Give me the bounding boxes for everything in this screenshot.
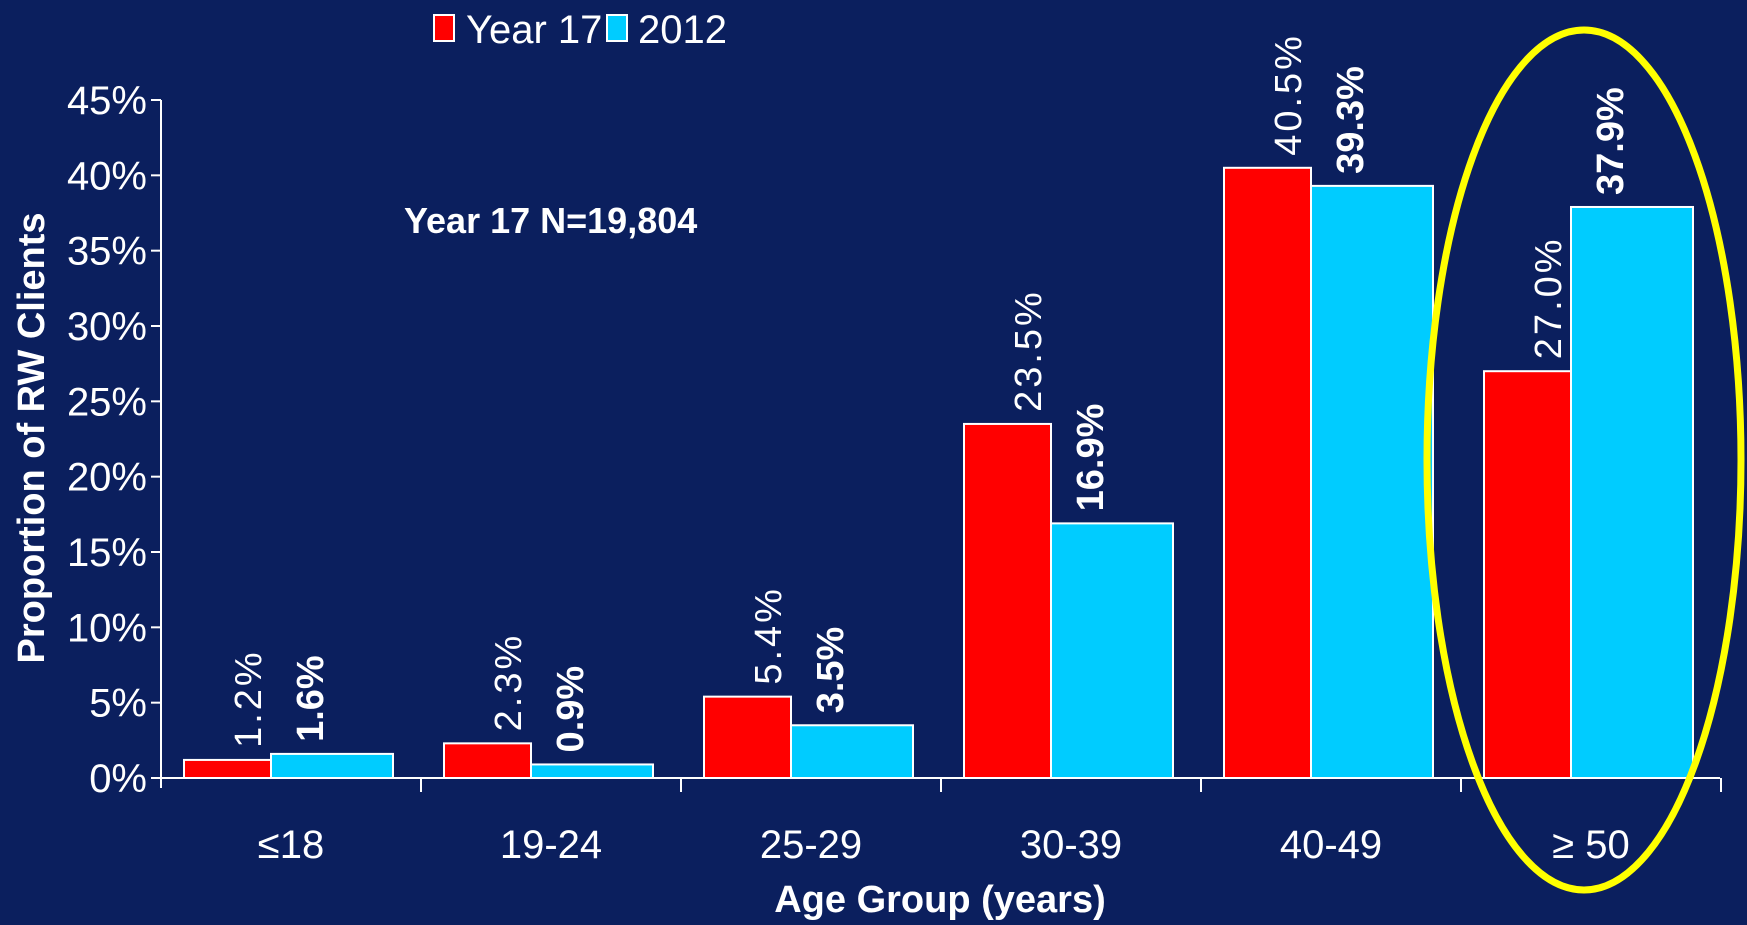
x-tick-label: 30-39 [1020, 823, 1122, 867]
data-label-series-0: 1.2% [228, 649, 270, 748]
y-tick-label: 30% [67, 305, 147, 349]
y-tick-label: 35% [67, 230, 147, 274]
y-axis-ticks: 0% 5% 10% 15% 20% 25% 30% 35% 40% 45% [67, 79, 161, 801]
bar-series-0 [443, 742, 532, 780]
sample-size-annotation: Year 17 N=19,804 [404, 200, 697, 241]
bar-series-1 [1310, 184, 1434, 779]
axes-group [160, 100, 1722, 792]
data-label-series-0: 27.0% [1528, 236, 1570, 359]
x-tick-label: ≥ 50 [1552, 823, 1630, 867]
y-tick-label: 0% [89, 757, 147, 801]
legend-swatch-year17 [433, 14, 455, 42]
x-axis-labels: ≤18 19-24 25-29 30-39 40-49 ≥ 50 [258, 823, 1630, 867]
y-axis-title: Proportion of RW Clients [11, 212, 53, 663]
bar-series-1 [790, 724, 914, 779]
data-label-series-1: 0.9% [550, 666, 592, 753]
y-tick-label: 45% [67, 79, 147, 123]
data-labels-group: 1.2% 2.3% 5.4% 23.5% 40.5% 27.0% 1.6% 0.9% 3.5% 1… [228, 33, 1632, 752]
data-label-series-0: 5.4% [748, 586, 790, 685]
legend-label-year17: Year 17 [466, 8, 602, 52]
y-tick-label: 25% [67, 380, 147, 424]
bars-group [183, 166, 1694, 780]
bar-series-0 [963, 422, 1052, 779]
data-label-series-0: 23.5% [1008, 289, 1050, 412]
bar-series-1 [270, 752, 394, 779]
y-tick-label: 5% [89, 682, 147, 726]
legend-swatch-2012 [606, 14, 628, 42]
data-label-series-0: 2.3% [488, 633, 530, 732]
x-tick-label: 25-29 [760, 823, 862, 867]
data-label-series-1: 16.9% [1070, 404, 1112, 512]
bar-series-0 [183, 758, 272, 779]
y-tick-label: 15% [67, 531, 147, 575]
x-tick-label: ≤18 [258, 823, 324, 867]
bar-series-1 [1570, 205, 1694, 779]
y-tick-label: 40% [67, 154, 147, 198]
x-tick-label: 19-24 [500, 823, 602, 867]
y-tick-label: 20% [67, 456, 147, 500]
highlight-ellipse [1423, 26, 1745, 894]
legend: Year 17 2012 [433, 8, 727, 52]
bar-series-1 [530, 763, 654, 780]
x-tick-label: 40-49 [1280, 823, 1382, 867]
bar-series-0 [703, 695, 792, 780]
data-label-series-1: 1.6% [290, 655, 332, 742]
bar-series-0 [1223, 166, 1312, 780]
bar-series-0 [1483, 370, 1572, 779]
bar-series-1 [1050, 522, 1174, 780]
data-label-series-1: 37.9% [1590, 87, 1632, 195]
data-label-series-1: 39.3% [1330, 66, 1372, 174]
data-label-series-1: 3.5% [810, 627, 852, 714]
x-axis-title: Age Group (years) [774, 879, 1106, 921]
legend-label-2012: 2012 [638, 8, 727, 52]
data-label-series-0: 40.5% [1268, 33, 1310, 156]
y-tick-label: 10% [67, 606, 147, 650]
